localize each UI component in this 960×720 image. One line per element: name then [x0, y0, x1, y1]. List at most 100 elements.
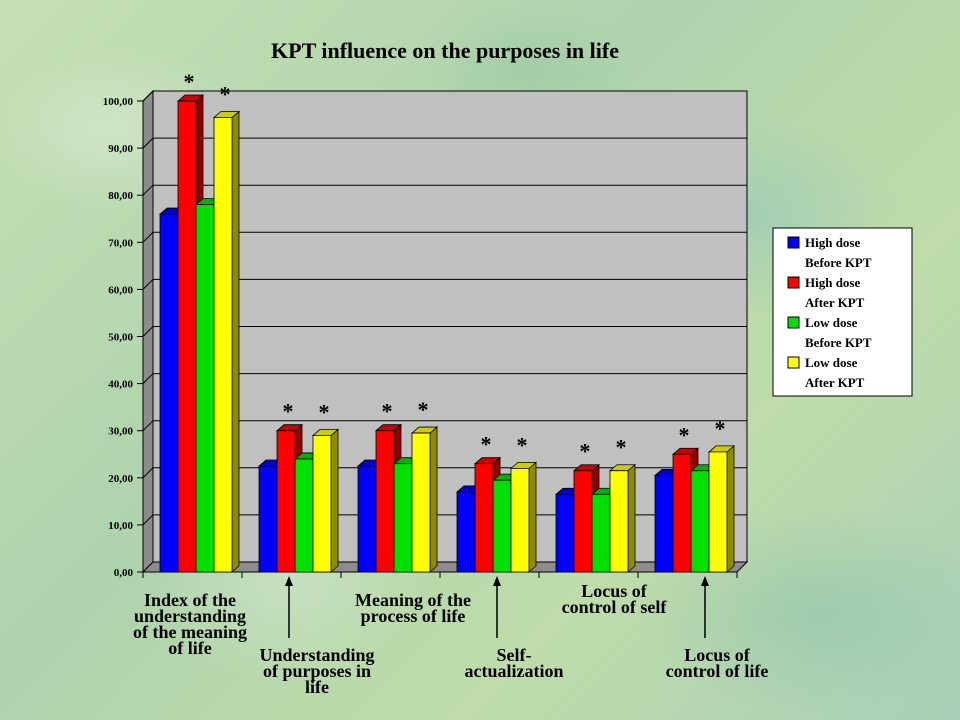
legend-box [772, 227, 913, 397]
category-arrow-head [701, 576, 709, 586]
significance-marker: * [481, 432, 492, 457]
gridline [142, 184, 747, 196]
legend-label-line: High dose [805, 235, 860, 250]
bar-front [609, 470, 629, 573]
bar [410, 426, 439, 573]
category-label: Locus of control of life [666, 645, 769, 681]
category-label-line: Self- [497, 645, 532, 665]
bar-front [195, 204, 215, 573]
bar-front [555, 493, 575, 573]
y-tick-label: 20,00 [108, 473, 133, 485]
legend-swatch [787, 236, 800, 249]
bar [311, 428, 340, 573]
gridline [142, 514, 747, 526]
legend-label-line: Before KPT [805, 255, 872, 270]
category-label-line: of purposes in [263, 661, 371, 681]
y-tick-label: 50,00 [108, 332, 133, 344]
legend-label-line: After KPT [805, 375, 865, 390]
category-label-line: Meaning of the [355, 590, 471, 610]
bar-side [429, 426, 438, 573]
significance-marker: * [283, 399, 294, 424]
category-label-line: Index of the [144, 590, 236, 610]
legend-label-line: Before KPT [805, 335, 872, 350]
bar-front [312, 435, 332, 573]
gridline [142, 137, 747, 149]
bar-side [231, 110, 240, 573]
category-label-line: process of life [361, 606, 466, 626]
bar-front [276, 430, 296, 573]
bar-side [627, 463, 636, 573]
category-label-line: Understanding [259, 645, 374, 665]
y-tick-label: 30,00 [108, 426, 133, 438]
gridline [142, 326, 747, 337]
bar-front [258, 465, 278, 573]
bar [509, 461, 538, 573]
bar-front [393, 463, 413, 573]
legend: High dose Before KPT High dose After KPT Low… [772, 227, 913, 397]
legend-label-line: After KPT [805, 295, 865, 310]
gridline [142, 278, 747, 290]
significance-marker: * [319, 399, 330, 424]
category-label: Understanding of purposes in life [259, 645, 374, 697]
bar-front [294, 458, 314, 573]
legend-swatch [787, 276, 800, 289]
significance-marker: * [382, 399, 393, 424]
bar-side [528, 461, 537, 573]
significance-marker: * [184, 69, 195, 94]
bar-side [330, 428, 339, 573]
y-tick-label: 90,00 [108, 143, 133, 155]
plot-area: 0,00 10,00 20,00 30,00 40,00 50,00 60,00 70,00 8… [103, 69, 769, 697]
bar-front [411, 432, 431, 573]
category-label: Meaning of the process of life [355, 590, 471, 626]
category-label: Locus of control of self [562, 581, 668, 617]
significance-marker: * [616, 435, 627, 460]
bar-front [690, 470, 710, 573]
category-label-line: of life [168, 638, 211, 658]
category-label: Self-actualization [465, 645, 564, 681]
category-label-line: understanding [134, 606, 246, 626]
bar-front [159, 213, 179, 573]
category-label-line: control of self [562, 597, 668, 617]
bar-front [474, 463, 494, 573]
bar-front [573, 470, 593, 573]
bar-front [510, 467, 530, 573]
y-tick-label: 0,00 [114, 567, 134, 579]
legend-swatch [787, 316, 800, 329]
gridline [142, 467, 747, 479]
bar-front [375, 430, 395, 573]
significance-marker: * [220, 81, 231, 106]
bar-front [591, 493, 611, 573]
legend-swatch [787, 356, 800, 369]
bar-front [357, 465, 377, 573]
category-arrow-head [285, 576, 293, 586]
bar [212, 110, 241, 573]
gridline [142, 373, 747, 384]
y-tick-label: 60,00 [108, 284, 133, 296]
bar-front [177, 100, 197, 573]
bar-front [213, 117, 233, 573]
significance-marker: * [580, 439, 591, 464]
category-label-line: Locus of [581, 581, 648, 601]
y-tick-label: 40,00 [108, 379, 133, 391]
bar-front [456, 491, 476, 573]
bar-front [708, 451, 728, 573]
bar [608, 463, 637, 573]
significance-marker: * [517, 432, 528, 457]
bar-side [726, 445, 735, 573]
category-label-line: control of life [666, 661, 769, 681]
y-tick-label: 100,00 [103, 96, 134, 108]
category-label-line: actualization [465, 661, 564, 681]
gridline [142, 231, 747, 243]
y-tick-label: 70,00 [108, 237, 133, 249]
legend-label: High dose After KPT [805, 275, 865, 310]
legend-label-line: Low dose [805, 315, 858, 330]
significance-marker: * [679, 422, 690, 447]
gridline [142, 90, 747, 102]
legend-label: Low dose After KPT [805, 355, 865, 390]
category-label-line: life [305, 677, 329, 697]
category-label-line: of the meaning [133, 622, 247, 642]
category-label: Index of the understanding of the meaning o… [133, 590, 247, 658]
bar-front [672, 453, 692, 573]
legend-label: High dose Before KPT [805, 235, 872, 270]
significance-marker: * [715, 416, 726, 441]
